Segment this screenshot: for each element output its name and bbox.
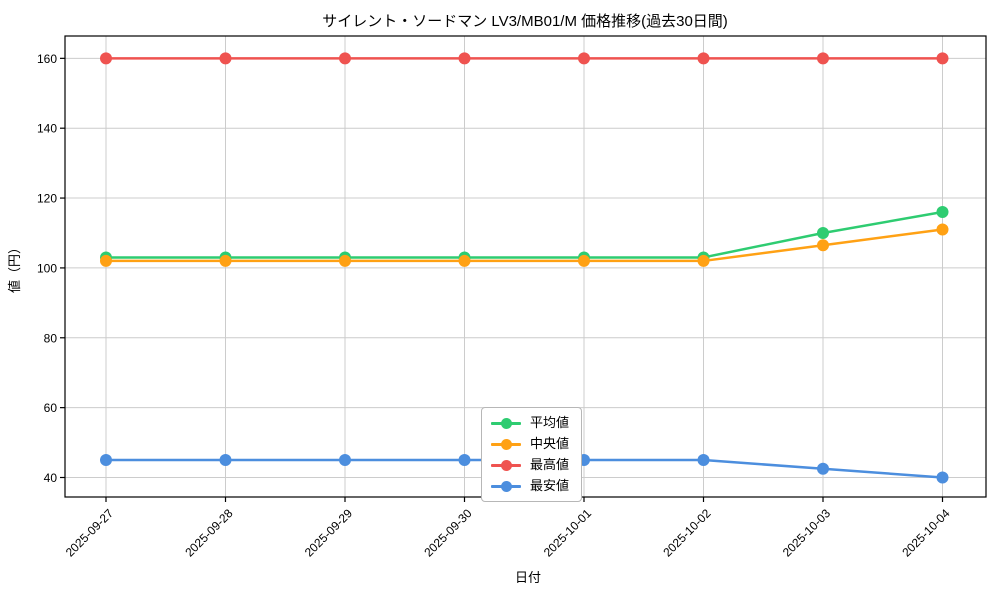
data-point-最安値 xyxy=(817,462,829,475)
data-point-中央値 xyxy=(100,254,112,267)
data-point-最高値 xyxy=(219,52,232,65)
y-axis-label: 値（円） xyxy=(7,241,22,293)
data-point-中央値 xyxy=(936,223,949,236)
y-tick-label: 120 xyxy=(37,192,57,206)
y-tick-label: 60 xyxy=(44,401,58,415)
data-point-最高値 xyxy=(578,52,590,65)
data-point-中央値 xyxy=(219,254,232,267)
legend-label-min: 最安値 xyxy=(530,478,570,493)
legend-label-max: 最高値 xyxy=(530,457,570,472)
y-tick-label: 80 xyxy=(44,331,58,345)
series-layer xyxy=(100,52,949,484)
x-tick-label: 2025-09-28 xyxy=(182,506,236,560)
data-point-最高値 xyxy=(936,52,949,65)
y-tick-label: 160 xyxy=(37,52,57,66)
legend-item-median: 中央値 xyxy=(491,435,569,453)
x-tick-label: 2025-10-01 xyxy=(541,506,595,560)
data-point-最高値 xyxy=(817,52,829,65)
data-point-最安値 xyxy=(219,454,232,467)
median-series-swatch xyxy=(491,438,521,450)
chart-legend: 平均値 中央値 最高値 最安値 xyxy=(481,407,583,502)
data-point-最安値 xyxy=(100,454,112,467)
data-point-最高値 xyxy=(697,52,710,65)
x-tick-label: 2025-09-27 xyxy=(63,506,117,560)
data-point-中央値 xyxy=(697,254,710,267)
max-series-swatch xyxy=(491,459,521,471)
data-point-最高値 xyxy=(458,52,471,65)
series-line-中央値 xyxy=(104,228,944,263)
x-tick-label: 2025-10-03 xyxy=(780,506,834,560)
data-point-最高値 xyxy=(100,52,112,65)
legend-item-min: 最安値 xyxy=(491,477,569,495)
average-series-swatch xyxy=(491,417,521,429)
legend-item-average: 平均値 xyxy=(491,414,569,432)
y-tick-label: 40 xyxy=(44,471,58,485)
data-point-中央値 xyxy=(458,254,471,267)
y-tick-label: 140 xyxy=(37,122,57,136)
data-point-最安値 xyxy=(936,471,949,484)
legend-label-median: 中央値 xyxy=(530,436,570,451)
x-tick-label: 2025-09-30 xyxy=(421,506,475,560)
data-point-最高値 xyxy=(339,52,351,65)
data-point-中央値 xyxy=(578,254,590,267)
y-tick-label: 100 xyxy=(37,261,57,275)
data-point-最安値 xyxy=(458,454,471,467)
x-tick-label: 2025-09-29 xyxy=(302,506,356,560)
legend-item-max: 最高値 xyxy=(491,456,569,474)
data-point-平均値 xyxy=(817,226,829,239)
data-point-最安値 xyxy=(697,454,710,467)
x-tick-label: 2025-10-04 xyxy=(899,506,953,560)
min-series-swatch xyxy=(491,480,521,492)
data-point-最安値 xyxy=(339,454,351,467)
series-line-平均値 xyxy=(104,210,944,259)
x-tick-label: 2025-10-02 xyxy=(660,506,714,560)
data-point-平均値 xyxy=(936,206,949,219)
data-point-中央値 xyxy=(339,254,351,267)
legend-label-average: 平均値 xyxy=(530,415,570,430)
x-axis-label: 日付 xyxy=(515,570,541,585)
data-point-中央値 xyxy=(817,239,829,252)
chart-title: サイレント・ソードマン LV3/MB01/M 価格推移(過去30日間) xyxy=(322,13,728,30)
